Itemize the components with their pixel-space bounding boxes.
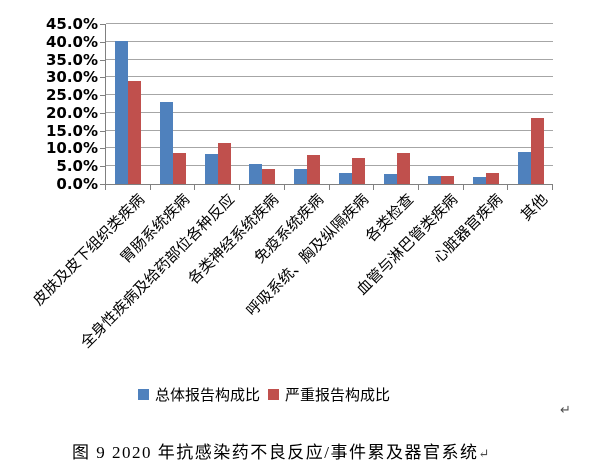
- gridline: [106, 94, 553, 96]
- bar-serious: [396, 153, 410, 184]
- x-axis-tick-mark: [373, 185, 375, 190]
- y-axis-tick-mark: [100, 166, 105, 168]
- gridline: [106, 40, 553, 42]
- y-axis-tick-label: 25.0%: [45, 86, 98, 105]
- x-axis-tick-mark: [105, 185, 106, 190]
- bar-serious: [128, 81, 142, 184]
- y-axis-tick-mark: [100, 112, 105, 114]
- gridline: [106, 165, 553, 167]
- x-axis-tick-mark: [283, 185, 285, 190]
- paragraph-return-icon: ↵: [560, 402, 571, 417]
- gridline: [106, 129, 553, 131]
- y-axis-tick-mark: [100, 130, 105, 132]
- y-axis-tick-label: 20.0%: [45, 103, 98, 122]
- x-axis-tick-mark: [149, 185, 151, 190]
- bar-serious: [441, 175, 455, 184]
- bar-overall: [383, 174, 397, 184]
- bar-overall: [204, 153, 218, 184]
- gridline: [106, 147, 553, 149]
- plot-area: [105, 23, 553, 185]
- figure-caption-text: 图 9 2020 年抗感染药不良反应/事件累及器官系统: [72, 443, 479, 462]
- gridline: [106, 58, 553, 60]
- gridline: [106, 111, 553, 113]
- x-axis-tick-mark: [552, 185, 553, 190]
- legend-label-serious: 严重报告构成比: [285, 387, 391, 404]
- y-axis-tick-label: 15.0%: [45, 121, 98, 140]
- y-axis-tick-label: 0.0%: [56, 175, 98, 193]
- y-axis-tick-mark: [100, 77, 105, 79]
- x-axis-tick-mark: [194, 185, 196, 190]
- bar-serious: [485, 172, 499, 184]
- bar-overall: [249, 163, 263, 184]
- legend-item-serious: 严重报告构成比: [268, 384, 390, 405]
- caption-return-icon: ↵: [478, 446, 490, 461]
- y-axis-tick-label: 5.0%: [56, 157, 98, 176]
- y-axis-tick-mark: [100, 41, 105, 43]
- bar-overall: [160, 101, 174, 184]
- bar-serious: [530, 118, 544, 184]
- x-axis-tick-mark: [239, 185, 241, 190]
- x-axis-tick-mark: [462, 185, 464, 190]
- bar-serious: [307, 155, 321, 184]
- y-axis-tick-mark: [100, 95, 105, 97]
- y-axis-tick-mark: [100, 59, 105, 61]
- bar-overall: [517, 152, 531, 184]
- bar-overall: [338, 172, 352, 184]
- bar-serious: [217, 143, 231, 184]
- figure-caption: 图 9 2020 年抗感染药不良反应/事件累及器官系统↵: [72, 438, 489, 463]
- legend: 总体报告构成比 严重报告构成比: [138, 384, 390, 405]
- bar-overall: [428, 176, 442, 184]
- legend-swatch-overall-icon: [138, 389, 149, 400]
- bar-serious: [351, 158, 365, 184]
- gridline: [106, 23, 553, 24]
- bar-serious: [173, 153, 187, 184]
- y-axis-tick-label: 10.0%: [45, 139, 98, 158]
- legend-swatch-serious-icon: [268, 389, 280, 400]
- y-axis-tick-label: 45.0%: [45, 15, 98, 33]
- y-axis-tick-mark: [100, 24, 105, 25]
- bar-serious: [262, 168, 276, 184]
- bar-overall: [115, 41, 129, 184]
- gridline: [106, 76, 553, 78]
- legend-item-overall: 总体报告构成比: [138, 384, 260, 405]
- legend-label-overall: 总体报告构成比: [155, 387, 261, 404]
- y-axis-tick-label: 40.0%: [45, 32, 98, 51]
- y-axis-tick-label: 30.0%: [45, 68, 98, 87]
- y-axis-tick-label: 35.0%: [45, 50, 98, 69]
- bar-overall: [472, 177, 486, 184]
- y-axis-tick-mark: [100, 184, 105, 185]
- x-axis-tick-mark: [507, 185, 509, 190]
- bar-overall: [294, 168, 308, 184]
- x-axis-tick-mark: [328, 185, 330, 190]
- y-axis-tick-mark: [100, 148, 105, 150]
- x-category-label: 其他: [517, 191, 551, 225]
- x-axis-tick-mark: [417, 185, 419, 190]
